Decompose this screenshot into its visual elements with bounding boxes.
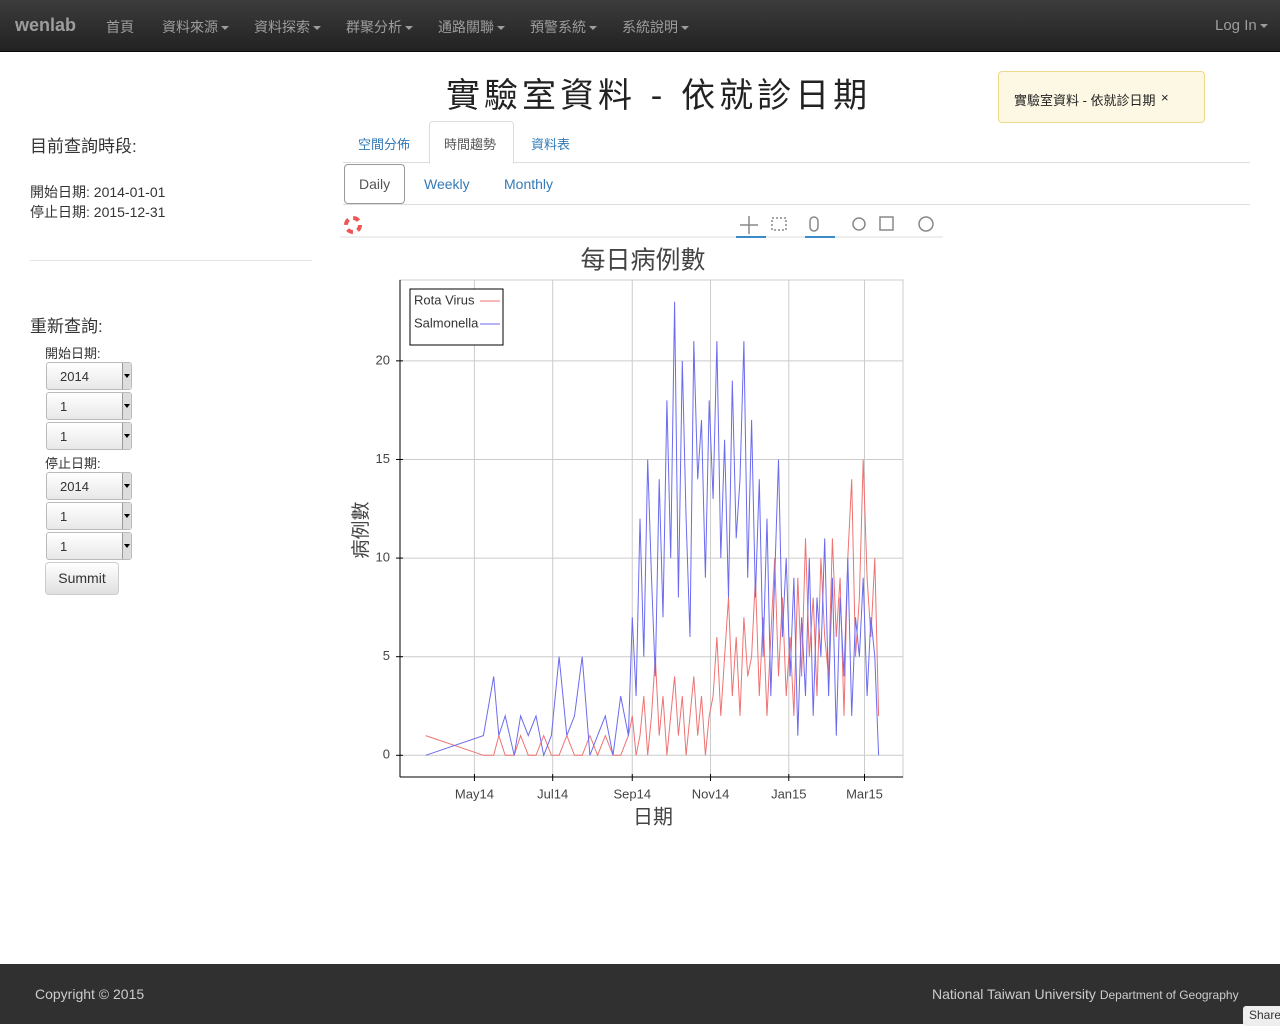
- copyright: Copyright © 2015: [35, 986, 145, 1002]
- value: 2015-12-31: [93, 204, 166, 220]
- value: 2014-01-01: [93, 184, 166, 200]
- active-tab: [429, 121, 514, 164]
- y-tick-label: 15: [376, 451, 390, 466]
- tab[interactable]: 空間分佈: [358, 137, 411, 152]
- select-value: 1: [60, 539, 68, 554]
- select-value: 1: [60, 429, 68, 444]
- navbar: wenlab 首頁 資料來源 資料探索 群聚分析 通路關聯 預警系統 系統說明 …: [0, 0, 1280, 52]
- subtab[interactable]: Daily: [359, 176, 391, 192]
- help-tool[interactable]: [918, 216, 934, 232]
- x-tick-label: May14: [455, 786, 494, 801]
- series-line: [425, 301, 880, 758]
- reset-tool[interactable]: [852, 217, 866, 231]
- legend-label: Salmonella: [414, 315, 479, 330]
- active-subtab: [344, 164, 405, 204]
- chart: 每日病例數 日期 病例數 0 5 10 15 20 May14 Jul14 Sep14 Nov1…: [350, 247, 904, 828]
- dept: Department of Geography: [1099, 988, 1239, 1002]
- legend-label: Rota Virus: [414, 292, 475, 307]
- select-value: 2014: [60, 479, 89, 494]
- login[interactable]: Log In: [1215, 17, 1268, 34]
- x-tick-label: Nov14: [692, 786, 730, 801]
- label: 停止日期:: [30, 204, 90, 220]
- logo: [344, 216, 362, 234]
- tab-line: [343, 204, 1250, 205]
- x-tick-label: Sep14: [613, 786, 651, 801]
- nav-item[interactable]: 預警系統: [530, 17, 597, 37]
- nav-item[interactable]: 群聚分析: [346, 17, 413, 37]
- date-row: 停止日期: 2015-12-31: [30, 202, 165, 222]
- y-tick-label: 0: [383, 747, 390, 762]
- nav-item[interactable]: 系統說明: [622, 17, 689, 37]
- select[interactable]: 1: [46, 392, 132, 420]
- section-title: 目前查詢時段:: [30, 137, 137, 156]
- select-value: 2014: [60, 369, 89, 384]
- date-row: 開始日期: 2014-01-01: [30, 182, 165, 202]
- wheel-zoom-tool[interactable]: [809, 216, 819, 232]
- pan-tool[interactable]: [740, 216, 758, 234]
- series-line: [425, 459, 880, 757]
- submit-button[interactable]: Summit: [45, 562, 119, 595]
- plot-area: [399, 279, 904, 778]
- tab-line: [343, 162, 1250, 163]
- box-zoom-tool[interactable]: [771, 217, 787, 231]
- brand[interactable]: wenlab: [15, 15, 77, 35]
- alert-text: 實驗室資料 - 依就診日期: [1014, 93, 1156, 108]
- chart-title: 每日病例數: [580, 247, 705, 275]
- page-heading: 實驗室資料 - 依就診日期: [446, 76, 872, 116]
- footer-org: National Taiwan University Department of…: [932, 986, 1239, 1002]
- nav-item[interactable]: 資料來源: [162, 17, 229, 37]
- label: 開始日期:: [30, 184, 90, 200]
- x-tick-label: Mar15: [846, 786, 883, 801]
- alert-close[interactable]: ×: [1161, 90, 1169, 105]
- save-tool[interactable]: [879, 216, 894, 231]
- nav-item[interactable]: 資料探索: [254, 17, 321, 37]
- section-title: 重新查詢:: [30, 317, 103, 336]
- y-tick-label: 10: [376, 550, 390, 565]
- x-tick-label: Jul14: [537, 786, 568, 801]
- form-label: 開始日期:: [45, 346, 101, 361]
- y-tick-label: 5: [383, 648, 390, 663]
- select[interactable]: 1: [46, 422, 132, 450]
- divider: [30, 260, 312, 261]
- select-value: 1: [60, 399, 68, 414]
- subtab[interactable]: Monthly: [504, 176, 554, 192]
- y-axis-label: 病例數: [350, 501, 372, 558]
- select[interactable]: 1: [46, 502, 132, 530]
- alert: 實驗室資料 - 依就診日期 ×: [998, 71, 1205, 123]
- select-value: 1: [60, 509, 68, 524]
- select[interactable]: 1: [46, 532, 132, 560]
- subtab[interactable]: Weekly: [424, 176, 470, 192]
- tab[interactable]: 時間趨勢: [444, 137, 497, 152]
- toolbar: [340, 216, 943, 238]
- tab[interactable]: 資料表: [531, 137, 571, 152]
- footer: Copyright © 2015 National Taiwan Univers…: [0, 964, 1280, 1026]
- x-axis-label: 日期: [633, 806, 673, 828]
- select[interactable]: 2014: [46, 472, 132, 500]
- form-label: 停止日期:: [45, 456, 101, 471]
- select[interactable]: 2014: [46, 362, 132, 390]
- nav-item[interactable]: 首頁: [106, 19, 134, 35]
- nav-item[interactable]: 通路關聯: [438, 17, 505, 37]
- share-button[interactable]: Share: [1243, 1006, 1280, 1026]
- org: National Taiwan University: [932, 986, 1096, 1002]
- x-tick-label: Jan15: [771, 786, 806, 801]
- y-tick-label: 20: [376, 352, 390, 367]
- legend-box: [409, 288, 504, 346]
